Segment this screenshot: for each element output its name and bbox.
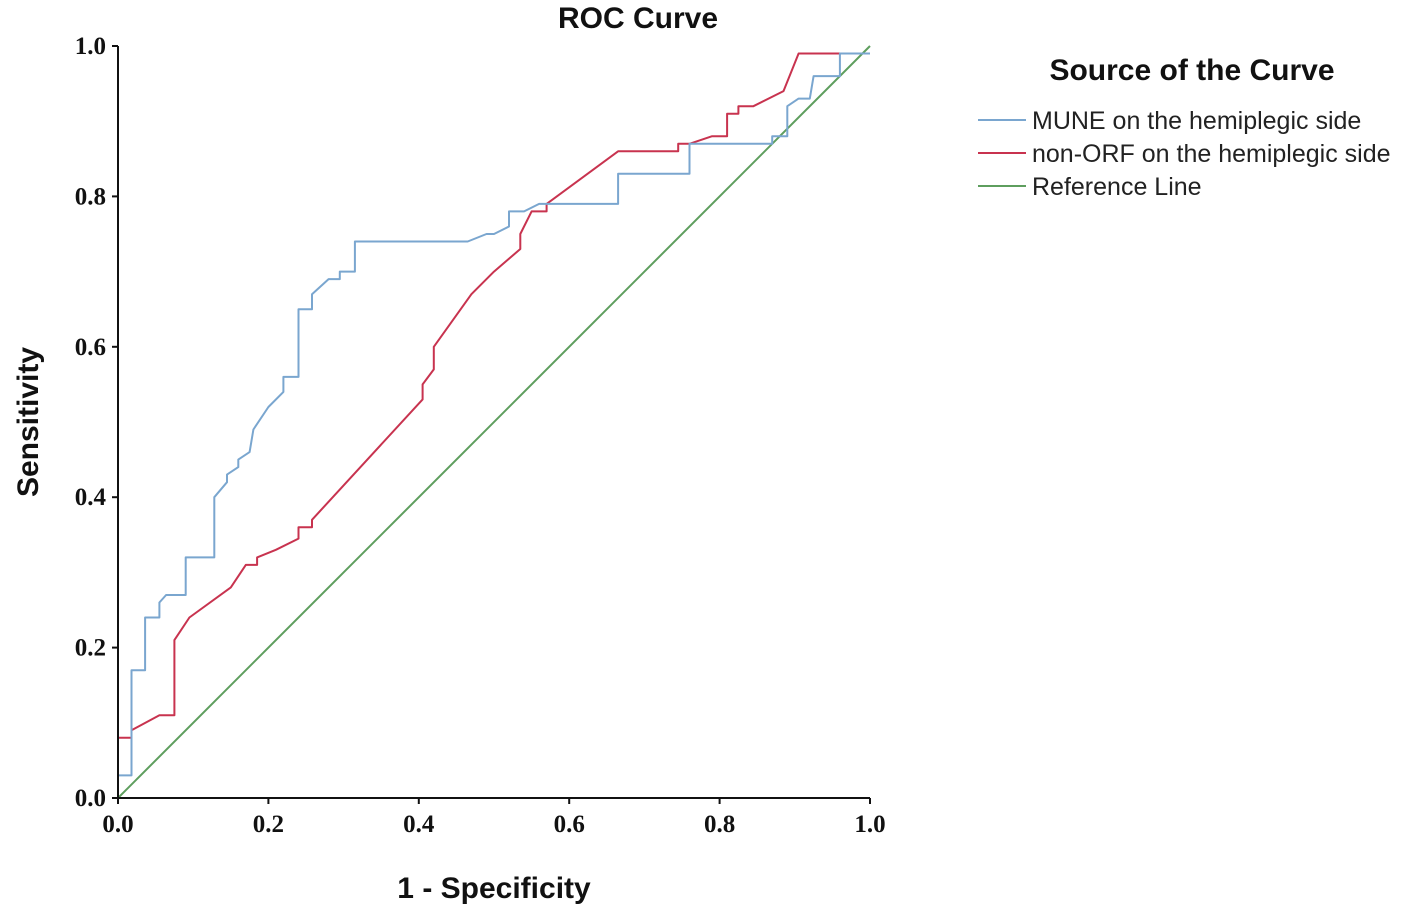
- legend: Source of the Curve MUNE on the hemipleg…: [978, 54, 1391, 201]
- y-ticks: 0.0 0.2 0.4 0.6 0.8 1.0: [75, 33, 118, 812]
- series-line-reference-line: [117, 45, 871, 799]
- x-tick-label: 0.2: [253, 811, 284, 838]
- legend-title: Source of the Curve: [1049, 54, 1334, 87]
- x-tick-label: 0.6: [554, 811, 585, 838]
- plot-area: 0.0 0.2 0.4 0.6 0.8 1.0 0.0 0.2 0.4 0.6 0.8 1.0: [75, 33, 886, 838]
- chart-title: ROC Curve: [558, 2, 718, 35]
- series-line-non-orf-on-the-hemiplegic-side: [117, 52, 870, 798]
- y-tick-label: 0.6: [75, 334, 106, 361]
- x-axis-label: 1 - Specificity: [397, 872, 591, 905]
- y-axis-label: Sensitivity: [12, 347, 45, 497]
- x-tick-label: 0.8: [704, 811, 735, 838]
- x-tick-label: 0.4: [403, 811, 435, 838]
- legend-label-reference-line: Reference Line: [1032, 173, 1202, 201]
- x-tick-label: 0.0: [102, 811, 133, 838]
- y-tick-label: 0.4: [75, 484, 107, 511]
- legend-label-mune-on-the-hemiplegic-side: MUNE on the hemiplegic side: [1032, 107, 1361, 135]
- y-tick-label: 0.8: [75, 183, 106, 210]
- y-tick-label: 0.0: [75, 785, 106, 812]
- y-tick-label: 0.2: [75, 635, 106, 662]
- x-tick-label: 1.0: [854, 811, 885, 838]
- x-ticks: 0.0 0.2 0.4 0.6 0.8 1.0: [102, 798, 886, 838]
- y-tick-label: 1.0: [75, 33, 106, 60]
- series-line-mune-on-the-hemiplegic-side: [117, 52, 870, 798]
- series-layer: [117, 45, 871, 799]
- legend-label-non-orf-on-the-hemiplegic-side: non-ORF on the hemiplegic side: [1032, 140, 1391, 168]
- legend-items: MUNE on the hemiplegic side non-ORF on th…: [978, 107, 1391, 201]
